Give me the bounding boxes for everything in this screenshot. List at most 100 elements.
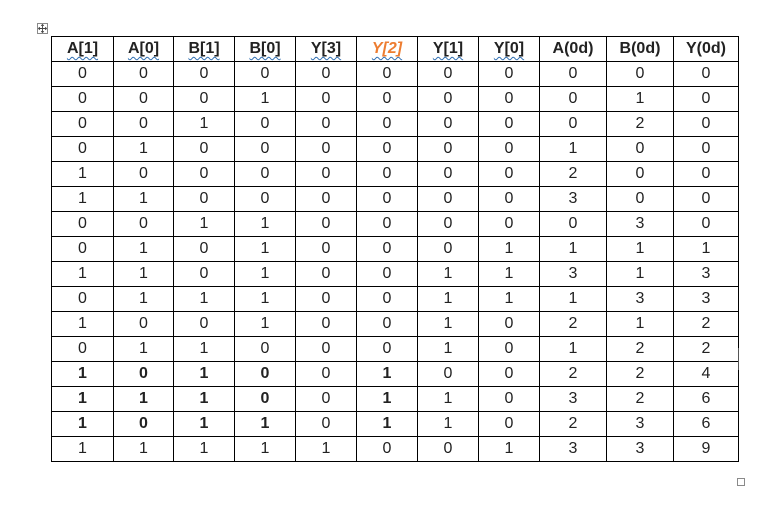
table-cell: 0 [673,86,739,112]
table-cell: 1 [51,161,114,187]
table-cell: 2 [539,411,607,437]
table-cell: 1 [51,361,114,387]
header-label: Y[1] [432,40,464,57]
table-cell: 0 [417,361,479,387]
table-cell: 1 [478,436,540,462]
table-cell: 1 [606,86,674,112]
header-label: B[0] [249,40,281,57]
table-cell: 1 [478,261,540,287]
table-cell: 0 [673,61,739,87]
table-cell: 0 [417,211,479,237]
table-resize-handle[interactable] [737,478,745,486]
header-y3: Y[3] [295,36,357,62]
table-cell: 0 [51,111,114,137]
table-cell: 0 [356,436,418,462]
table-cell: 0 [173,236,235,262]
table-cell: 0 [417,136,479,162]
table-cell: 1 [173,386,235,412]
table-cell: 1 [173,211,235,237]
table-cell: 0 [295,111,357,137]
table-cell: 0 [51,136,114,162]
header-a-decimal: A(0d) [539,36,607,62]
header-label: A(0d) [552,40,594,57]
header-label: Y(0d) [686,40,726,57]
table-cell: 1 [234,261,296,287]
table-cell: 1 [113,436,174,462]
table-cell: 0 [606,61,674,87]
table-cell: 1 [417,336,479,362]
table-cell: 3 [673,286,739,312]
table-cell: 3 [539,436,607,462]
table-cell: 0 [295,311,357,337]
table-cell: 0 [295,336,357,362]
table-cell: 0 [606,136,674,162]
table-cell: 1 [234,411,296,437]
move-arrows-icon [38,24,47,33]
table-cell: 0 [356,161,418,187]
table-cell: 2 [606,336,674,362]
table-cell: 1 [234,211,296,237]
table-cell: 3 [606,436,674,462]
table-cell: 0 [113,86,174,112]
table-cell: 0 [673,136,739,162]
table-cell: 1 [417,386,479,412]
table-cell: 0 [356,311,418,337]
table-cell: 0 [295,261,357,287]
table-cell: 0 [356,211,418,237]
table-cell: 0 [234,336,296,362]
table-cell: 0 [234,186,296,212]
table-cell: 1 [606,236,674,262]
table-cell: 1 [356,411,418,437]
table-cell: 3 [606,411,674,437]
table-cell: 1 [51,386,114,412]
table-cell: 3 [673,261,739,287]
table-move-handle[interactable] [37,23,48,34]
table-cell: 1 [606,261,674,287]
table-cell: 2 [606,361,674,387]
table-cell: 0 [356,86,418,112]
table-cell: 0 [478,61,540,87]
table-cell: 2 [539,361,607,387]
table-cell: 0 [113,211,174,237]
header-row: A[1] A[0] B[1] B[0] Y[3] Y[2] Y[1] Y[0] … [51,36,739,62]
table-cell: 6 [673,386,739,412]
table-cell: 0 [295,211,357,237]
header-a1: A[1] [51,36,114,62]
table-cell: 1 [234,311,296,337]
header-label: B[1] [188,40,220,57]
table-cell: 1 [417,311,479,337]
header-label: Y[3] [310,40,342,57]
table-cell: 0 [417,86,479,112]
table-cell: 0 [356,111,418,137]
table-cell: 0 [113,361,174,387]
table-cell: 3 [606,211,674,237]
table-cell: 0 [417,236,479,262]
table-cell: 0 [478,411,540,437]
table-cell: 1 [539,336,607,362]
table-cell: 3 [539,386,607,412]
header-b0: B[0] [234,36,296,62]
table-cell: 1 [539,286,607,312]
table-cell: 0 [478,136,540,162]
table-cell: 0 [51,86,114,112]
table-cell: 0 [539,111,607,137]
header-y0: Y[0] [478,36,540,62]
table-cell: 1 [51,311,114,337]
table-cell: 0 [234,61,296,87]
table-cell: 0 [417,111,479,137]
table-cell: 0 [173,86,235,112]
table-cell: 0 [478,311,540,337]
table-cell: 0 [478,111,540,137]
table-cell: 0 [113,111,174,137]
table-cell: 1 [173,111,235,137]
header-label: A[0] [127,40,160,57]
